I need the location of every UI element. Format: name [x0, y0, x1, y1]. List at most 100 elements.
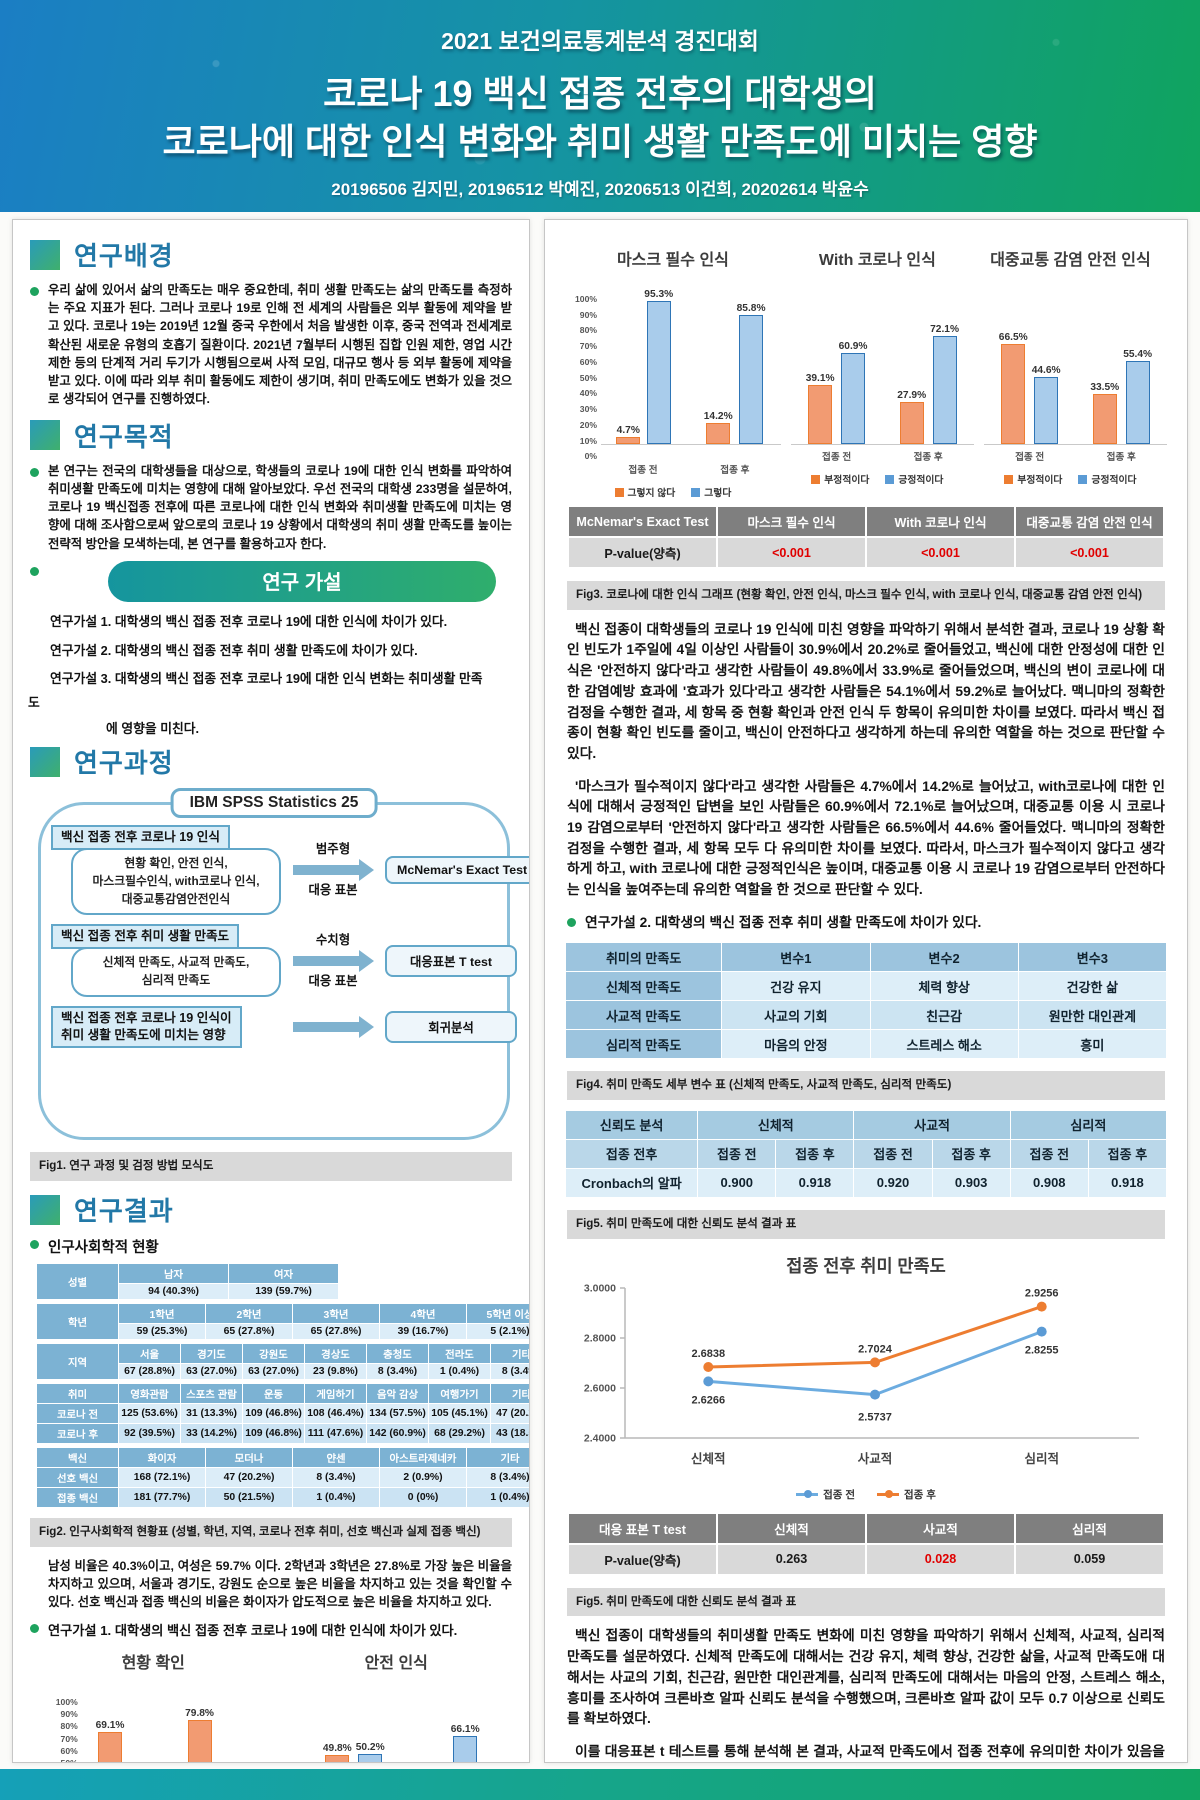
demo-col-header: 2학년	[205, 1303, 293, 1325]
arrow-icon	[281, 1015, 385, 1038]
stat-header-cell: 마스크 필수 인식	[716, 505, 867, 538]
bar-group: 79.8%20.2%	[185, 1708, 247, 1762]
arrow-label-top: 수치형	[315, 932, 351, 947]
legend-item: 긍정적이다	[1078, 472, 1137, 486]
hypothesis1-row: 연구가설 1. 대학생의 백신 접종 전후 코로나 19에 대한 인식에 차이가…	[30, 1620, 512, 1639]
process-row3-result: 회귀분석	[385, 1010, 517, 1043]
stat-value-cell: <0.001	[1014, 536, 1165, 569]
demo-row-label: 접종 백신	[36, 1487, 119, 1509]
chart-title: 안전 인식	[364, 1654, 428, 1672]
bar-value-label: 27.9%	[897, 390, 927, 402]
process-row2-detail: 신체적 만족도, 사교적 만족도, 심리적 만족도	[71, 947, 281, 997]
bar	[1125, 360, 1150, 444]
demo-value: 125 (53.6%)	[118, 1403, 181, 1425]
demo-col-header: 화이자	[118, 1447, 206, 1469]
hypothesis-1: 연구가설 1. 대학생의 백신 접종 전후 코로나 19에 대한 인식에 차이가…	[50, 613, 448, 629]
process-row2-label: 백신 접종 전후 취미 생활 만족도	[51, 924, 240, 950]
legend-item: 접종 전	[796, 1487, 855, 1502]
fig5b-caption: Fig5. 취미 만족도에 대한 신뢰도 분석 결과 표	[567, 1587, 1165, 1617]
event-name: 2021 보건의료통계분석 경진대회	[441, 28, 759, 54]
arrow-label-top: 범주형	[315, 842, 351, 857]
demo-col-header: 스포츠 관람	[180, 1383, 243, 1405]
demo-value: 39 (16.7%)	[379, 1323, 467, 1341]
legend-item: 그렇다	[691, 485, 731, 499]
bar	[187, 1720, 212, 1762]
bar	[932, 335, 957, 444]
poster-title-line2: 코로나에 대한 인식 변화와 취미 생활 만족도에 미치는 영향	[162, 120, 1038, 162]
demo-value: 111 (47.6%)	[304, 1423, 367, 1445]
demo-group-label: 성별	[36, 1263, 119, 1301]
chart-status-check: 현황 확인 100%90%80%70%60%50%40%30%20%10%0% 69…	[46, 1649, 261, 1762]
process-row-3: 백신 접종 전후 코로나 19 인식이 취미 생활 만족도에 미치는 영향 회귀…	[51, 1005, 517, 1048]
fig3-charts: 마스크 필수 인식 100% 90% 80% 70% 60% 50% 40% 30% 20% 10%…	[565, 246, 1167, 499]
section-title: 연구결과	[74, 1196, 174, 1227]
bar-group: 49.8% 50.2%	[323, 1742, 385, 1762]
line-chart-legend: 접종 전 접종 후	[565, 1487, 1167, 1502]
demo-col-header: 1학년	[118, 1303, 206, 1325]
cronbach-value: 0.918	[775, 1167, 855, 1198]
poster-header: 2021 보건의료통계분석 경진대회 코로나 19 백신 접종 전후의 대학생의…	[0, 0, 1200, 212]
table-cell: 흥미	[1017, 1029, 1168, 1060]
demo-row-label: 코로나 후	[36, 1423, 119, 1445]
demo-col-header: 영화관람	[118, 1383, 181, 1405]
hypothesis-3-wrap: 도	[28, 695, 40, 711]
bar	[841, 352, 866, 444]
stat-value-cell: <0.001	[865, 536, 1016, 569]
bar-value-label: 39.1%	[805, 373, 835, 385]
section-title: 연구목적	[74, 421, 174, 452]
hypothesis1-bullet: 연구가설 1. 대학생의 백신 접종 전후 코로나 19에 대한 인식에 차이가…	[48, 1622, 458, 1638]
cronbach-value: 0.918	[1087, 1167, 1168, 1198]
analysis-paragraph-4: 이를 대응표본 t 테스트를 통해 분석해 본 결과, 사교적 만족도에서 접종…	[575, 1743, 1165, 1759]
hypothesis-3-rest: 에 영향을 미친다.	[106, 721, 200, 737]
process-row3-label: 백신 접종 전후 코로나 19 인식이 취미 생활 만족도에 미치는 영향	[51, 1005, 242, 1048]
x-axis-labels: 접종 전 접종 후	[628, 465, 750, 476]
bar-value-label: 33.9%	[418, 1761, 447, 1762]
demo-value: 2 (0.9%)	[379, 1467, 467, 1489]
cronbach-value: 0.908	[1009, 1167, 1089, 1198]
svg-text:2.6266: 2.6266	[691, 1394, 725, 1406]
stat-value-cell: <0.001	[716, 536, 867, 569]
legend-item: 그렇지 않다	[614, 485, 675, 499]
stat-value-cell: P-value(양측)	[567, 536, 718, 569]
bullet-icon	[30, 467, 39, 477]
svg-text:사교적: 사교적	[858, 1451, 893, 1466]
chart-legend: 부정적이다 긍정적이다	[974, 472, 1167, 486]
legend-item: 부정적이다	[1004, 472, 1062, 486]
stat-value-cell: 0.263	[716, 1542, 867, 1576]
demo-row-label: 선호 백신	[36, 1467, 119, 1489]
background-text: 우리 삶에 있어서 삶의 만족도는 매우 중요한데, 취미 생활 만족도는 삶의…	[48, 283, 512, 407]
stat-header-cell: 대응 표본 T test	[567, 1511, 718, 1545]
arrow-icon	[281, 949, 385, 972]
demo-col-header: 전라도	[428, 1343, 491, 1365]
table-header-cell: 변수1	[721, 942, 871, 973]
cronbach-header: 신뢰도 분석	[564, 1109, 699, 1140]
svg-text:심리적: 심리적	[1024, 1451, 1059, 1466]
arrow-label-bottom: 대응 표본	[308, 883, 358, 898]
demo-value: 31 (13.3%)	[180, 1403, 243, 1425]
demo-col-header: 게임하기	[304, 1383, 367, 1405]
stat-header-cell: 대중교통 감염 안전 인식	[1014, 505, 1165, 538]
demo-value: 134 (57.5%)	[366, 1403, 429, 1425]
poster-title: 코로나 19 백신 접종 전후의 대학생의 코로나에 대한 인식 변화와 취미 …	[0, 70, 1200, 165]
demo-value: 65 (27.8%)	[205, 1323, 293, 1341]
arrow-label-bottom: 대응 표본	[308, 973, 358, 988]
demo-value: 8 (3.4%)	[466, 1467, 529, 1489]
cronbach-subheader: 접종 후	[775, 1138, 855, 1169]
bullet-icon	[30, 1240, 39, 1250]
process-diagram: IBM SPSS Statistics 25 백신 접종 전후 코로나 19 인…	[38, 788, 529, 1141]
demo-value: 5 (2.1%)	[466, 1323, 529, 1341]
bullet-icon	[30, 1623, 39, 1633]
cronbach-subheader: 접종 전후	[564, 1138, 699, 1169]
legend-item: 긍정적이다	[885, 472, 943, 486]
demo-col-header: 얀센	[292, 1447, 380, 1469]
table-row-label: 신체적 만족도	[564, 971, 723, 1002]
satisfaction-line-chart: 3.0000 2.8000 2.6000 2.4000 2.6266 2.5737 2.82…	[565, 1280, 1167, 1485]
hypothesis-pill: 연구 가설	[108, 560, 496, 602]
demographics-table: 성별 남자 여자 94 (40.3%) 139 (59.7%) 학년 1학년 2학년 3학년 4학…	[36, 1263, 529, 1509]
hobby-variables-table: 취미의 만족도 변수1 변수2 변수3 신체적 만족도 건강 유지 체력 향상 건강한 삶 사교…	[564, 942, 1168, 1060]
hypothesis-2: 연구가설 2. 대학생의 백신 접종 전후 취미 생활 만족도에 차이가 있다.	[50, 642, 418, 658]
table-header-cell: 변수2	[869, 942, 1019, 973]
fig1-caption: Fig1. 연구 과정 및 검정 방법 모식도	[30, 1152, 512, 1182]
cronbach-subheader: 접종 전	[1009, 1138, 1089, 1169]
